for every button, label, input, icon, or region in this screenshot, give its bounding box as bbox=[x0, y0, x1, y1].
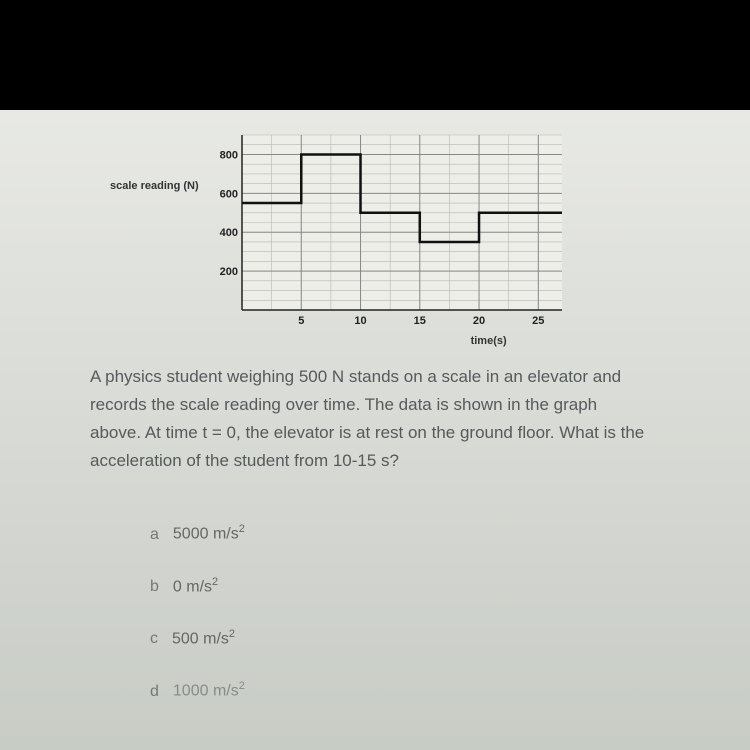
option-text: 5000 m/s bbox=[173, 526, 239, 543]
option-text: 1000 m/s bbox=[173, 683, 239, 700]
option-letter: a bbox=[150, 526, 159, 543]
svg-text:5: 5 bbox=[298, 315, 304, 327]
svg-text:15: 15 bbox=[413, 315, 425, 327]
svg-text:200: 200 bbox=[219, 266, 237, 278]
option-exp: 2 bbox=[229, 628, 235, 640]
option-text: 500 m/s bbox=[172, 630, 229, 647]
svg-text:20: 20 bbox=[473, 315, 485, 327]
option-exp: 2 bbox=[239, 680, 245, 692]
option-exp: 2 bbox=[239, 523, 245, 535]
answer-options: a5000 m/s2 b0 m/s2 c500 m/s2 d1000 m/s2 bbox=[150, 523, 690, 700]
option-a[interactable]: a 5000 m/s2 bbox=[150, 523, 690, 543]
question-text: A physics student weighing 500 N stands … bbox=[90, 363, 650, 475]
svg-text:25: 25 bbox=[532, 315, 544, 327]
option-b[interactable]: b 0 m/s2 bbox=[150, 576, 690, 596]
svg-text:600: 600 bbox=[219, 188, 237, 200]
page: scale reading (N) 200 400 600 800 5 10 15 20 25 … bbox=[0, 110, 750, 750]
chart-block: 200 400 600 800 5 10 15 20 25 time(s) bbox=[207, 130, 577, 347]
option-c[interactable]: c 500 m/s2 bbox=[150, 628, 690, 648]
option-exp: 2 bbox=[212, 576, 218, 588]
chart-container: scale reading (N) 200 400 600 800 5 10 15 20 25 … bbox=[110, 130, 690, 347]
svg-text:800: 800 bbox=[219, 149, 237, 161]
option-letter: c bbox=[150, 630, 158, 647]
y-axis-label: scale reading (N) bbox=[110, 180, 199, 192]
svg-text:400: 400 bbox=[219, 227, 237, 239]
line-step-chart: 200 400 600 800 5 10 15 20 25 bbox=[207, 130, 577, 335]
svg-text:10: 10 bbox=[354, 315, 366, 327]
x-axis-label: time(s) bbox=[207, 335, 507, 347]
option-letter: b bbox=[150, 578, 159, 595]
option-letter: d bbox=[150, 683, 159, 700]
option-text: 0 m/s bbox=[173, 578, 212, 595]
option-d[interactable]: d 1000 m/s2 bbox=[150, 680, 690, 700]
